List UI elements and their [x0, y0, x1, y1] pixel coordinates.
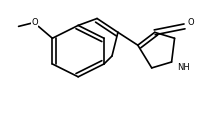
- Text: O: O: [187, 18, 194, 27]
- Text: O: O: [31, 18, 38, 27]
- Text: NH: NH: [178, 63, 190, 72]
